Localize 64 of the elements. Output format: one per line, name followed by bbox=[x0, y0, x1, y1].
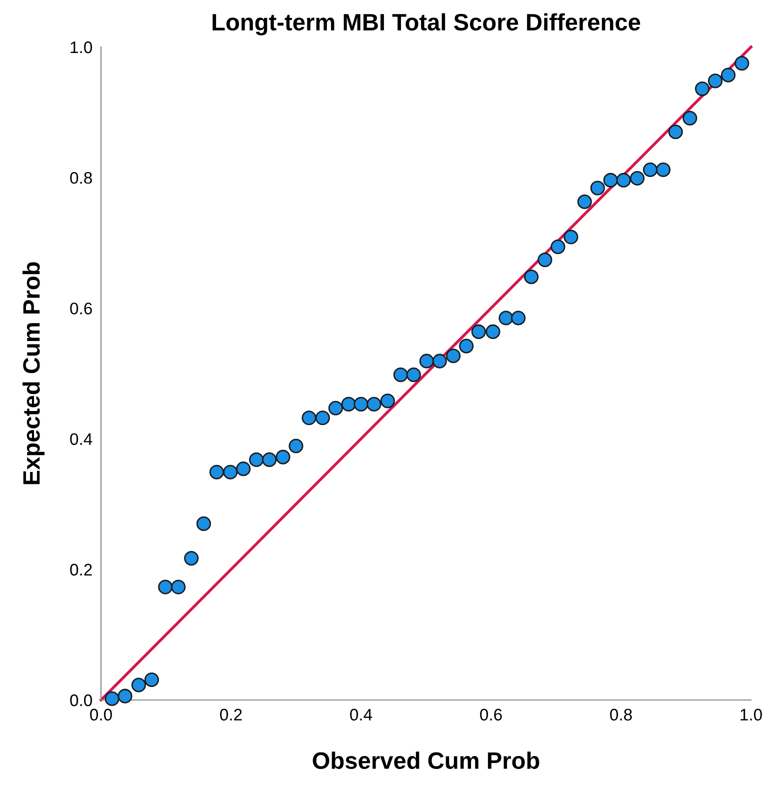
point bbox=[432, 354, 447, 368]
x-tick-label: 0.8 bbox=[610, 708, 632, 721]
y-tick-label: 0.4 bbox=[70, 433, 92, 446]
x-tick-label: 0.0 bbox=[90, 708, 112, 721]
x-tick-label: 0.6 bbox=[480, 708, 502, 721]
point bbox=[158, 580, 173, 594]
point bbox=[734, 56, 750, 71]
point bbox=[616, 172, 631, 188]
point bbox=[550, 240, 566, 254]
point bbox=[249, 452, 264, 467]
point bbox=[459, 338, 474, 354]
point bbox=[196, 516, 211, 531]
y-tick-label: 0.8 bbox=[70, 172, 92, 184]
point bbox=[564, 230, 578, 244]
y-tick-label: 0.0 bbox=[70, 694, 92, 706]
x-tick-label: 1.0 bbox=[740, 708, 762, 721]
point bbox=[223, 464, 238, 480]
point bbox=[276, 450, 290, 464]
point bbox=[406, 368, 421, 382]
point bbox=[341, 396, 356, 412]
point bbox=[144, 672, 159, 688]
x-axis-title: Observed Cum Prob bbox=[312, 752, 540, 769]
point bbox=[288, 438, 304, 454]
point bbox=[511, 310, 526, 326]
point bbox=[577, 194, 592, 210]
point bbox=[694, 82, 710, 96]
point bbox=[630, 170, 645, 186]
chart-title: Longt-term MBI Total Score Difference bbox=[212, 13, 640, 36]
point bbox=[603, 172, 618, 188]
point bbox=[380, 394, 395, 408]
y-axis-title: Expected Cum Prob bbox=[22, 262, 44, 484]
point bbox=[471, 324, 486, 339]
x-tick-label: 0.2 bbox=[220, 708, 242, 721]
point bbox=[393, 368, 408, 382]
point bbox=[498, 310, 514, 326]
point bbox=[209, 464, 224, 480]
point bbox=[720, 68, 736, 82]
x-tick-label: 0.4 bbox=[350, 708, 372, 721]
point bbox=[590, 180, 605, 196]
point bbox=[366, 396, 382, 412]
point bbox=[328, 400, 343, 416]
point bbox=[118, 688, 132, 704]
point bbox=[419, 354, 434, 368]
point bbox=[104, 691, 120, 706]
point bbox=[656, 162, 671, 178]
point bbox=[236, 462, 251, 476]
point bbox=[642, 162, 658, 178]
point bbox=[302, 410, 316, 426]
point bbox=[446, 348, 461, 364]
point bbox=[171, 580, 186, 594]
point bbox=[524, 270, 539, 284]
y-tick-label: 1.0 bbox=[70, 41, 92, 54]
point bbox=[668, 124, 683, 140]
point bbox=[682, 110, 698, 126]
point bbox=[315, 410, 330, 426]
point bbox=[184, 551, 199, 566]
point bbox=[354, 396, 368, 412]
point bbox=[708, 74, 723, 88]
point bbox=[486, 324, 500, 339]
point bbox=[538, 252, 552, 268]
y-tick-label: 0.2 bbox=[70, 564, 92, 576]
y-tick-label: 0.6 bbox=[70, 302, 92, 314]
point bbox=[262, 452, 277, 467]
point bbox=[131, 678, 146, 692]
